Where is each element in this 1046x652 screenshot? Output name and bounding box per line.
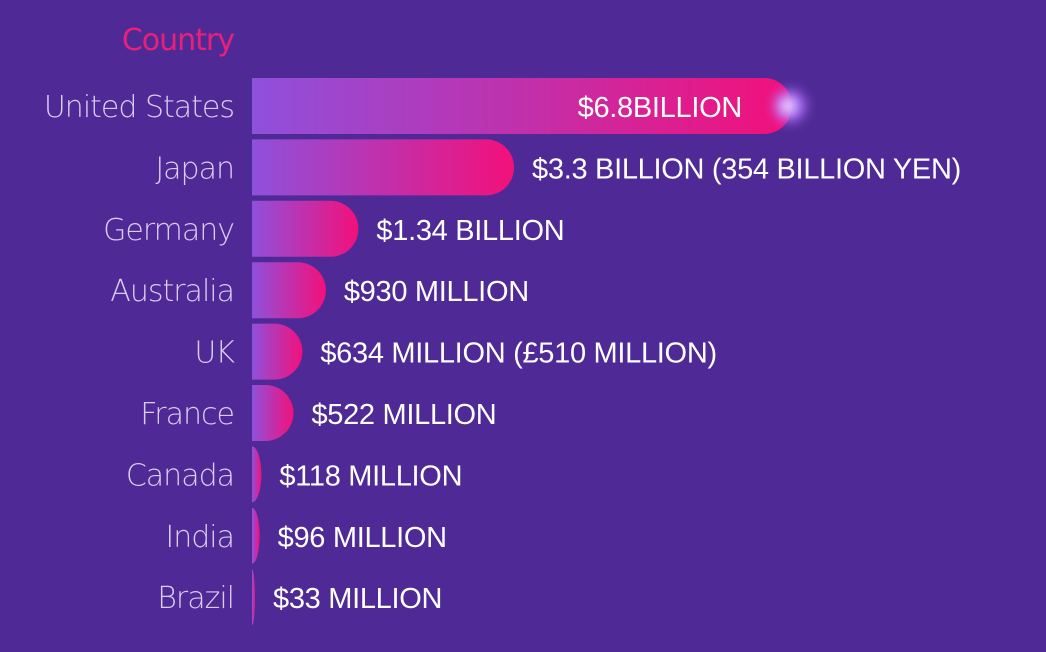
bar-row: Australia $930 MILLION [110, 262, 529, 319]
bar-row: United States $6.8BILLION [44, 78, 806, 134]
bar [252, 200, 359, 257]
glow-core [781, 99, 795, 113]
bar [252, 262, 326, 319]
category-label: Germany [103, 213, 234, 248]
bar-row: Canada $118 MILLION [126, 446, 463, 503]
category-label: France [140, 397, 234, 432]
bar-row: Germany $1.34 BILLION [103, 200, 565, 257]
bar-row: India $96 MILLION [165, 507, 447, 564]
category-label: Canada [126, 458, 234, 493]
data-label: $1.34 BILLION [376, 215, 564, 247]
category-label: India [165, 520, 234, 555]
data-label: $33 MILLION [273, 583, 442, 615]
bar-row: Japan $3.3 BILLION (354 BILLION YEN) [155, 139, 961, 196]
bar [252, 323, 303, 380]
bar [252, 385, 294, 442]
data-label: $6.8BILLION [578, 92, 742, 124]
data-label: $96 MILLION [278, 522, 447, 554]
data-label: $3.3 BILLION (354 BILLION YEN) [532, 153, 961, 185]
category-label: United States [44, 90, 234, 125]
data-label: $930 MILLION [344, 276, 529, 308]
category-label: UK [194, 336, 235, 371]
category-label: Japan [155, 151, 234, 186]
category-label: Brazil [157, 581, 234, 616]
bar-row: France $522 MILLION [140, 385, 497, 442]
bar [252, 507, 260, 564]
bar [252, 78, 792, 134]
bar [252, 569, 255, 626]
category-header: Country [122, 23, 234, 58]
data-label: $522 MILLION [311, 399, 496, 431]
bar-row: UK $634 MILLION (£510 MILLION) [194, 323, 717, 380]
category-label: Australia [110, 274, 234, 309]
bar [252, 446, 262, 503]
data-label: $118 MILLION [279, 460, 462, 492]
data-label: $634 MILLION (£510 MILLION) [320, 338, 716, 370]
bar [252, 139, 515, 196]
bar-row: Brazil $33 MILLION [157, 569, 442, 626]
